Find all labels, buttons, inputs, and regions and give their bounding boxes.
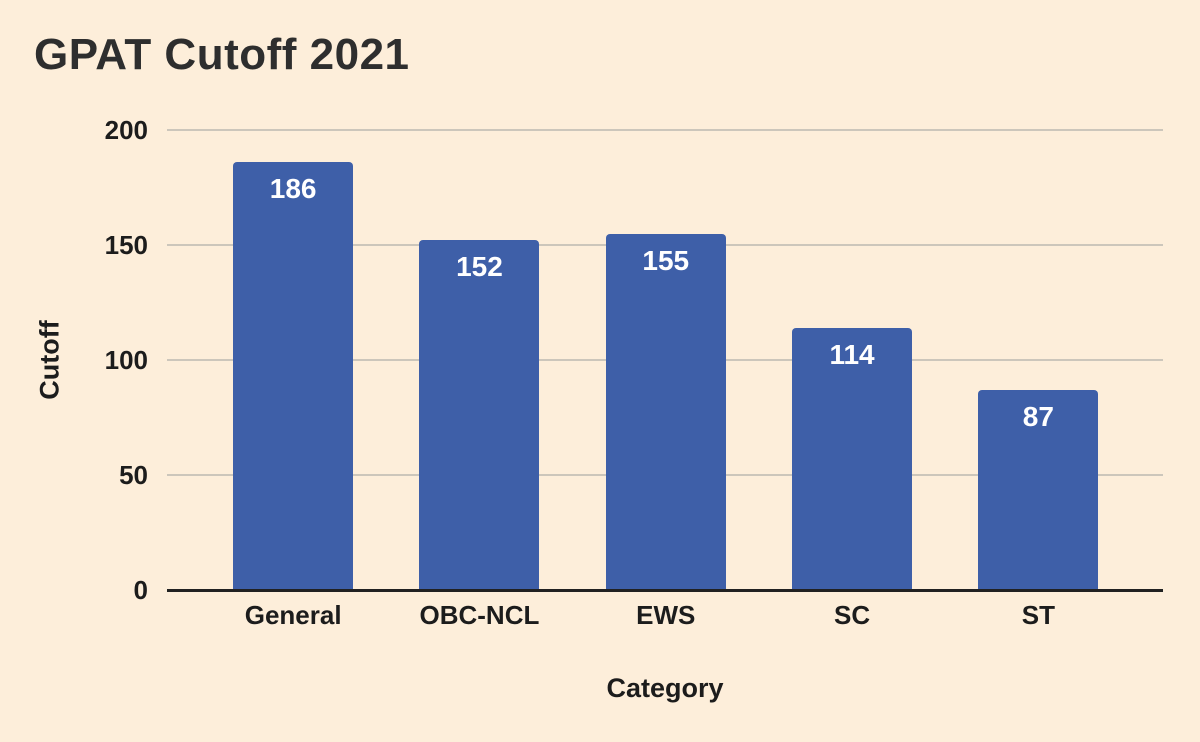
- x-tick-label-st: ST: [1021, 600, 1055, 630]
- bar-sc: 114: [792, 327, 913, 590]
- x-tick-label-sc: SC: [833, 600, 871, 630]
- bar-value-label-general: 186: [269, 173, 317, 205]
- x-axis-title: Category: [606, 673, 724, 703]
- y-gridline-200: [167, 129, 1163, 131]
- y-tick-label-200: 200: [104, 115, 148, 145]
- x-tick-label-general: General: [244, 600, 342, 630]
- x-tick-label-obc-ncl: OBC-NCL: [419, 600, 540, 630]
- bar-ews: 155: [605, 233, 726, 590]
- bar-st: 87: [978, 389, 1099, 590]
- y-tick-label-0: 0: [133, 575, 148, 605]
- bar-general: 186: [233, 162, 354, 590]
- bar-value-label-obc-ncl: 152: [456, 251, 503, 283]
- x-axis-baseline: [167, 588, 1163, 592]
- bar-value-label-ews: 155: [642, 244, 690, 276]
- bar-obc-ncl: 152: [419, 240, 540, 590]
- y-tick-label-150: 150: [104, 230, 148, 260]
- y-tick-label-50: 50: [119, 460, 148, 490]
- x-tick-label-ews: EWS: [636, 600, 696, 630]
- bar-value-label-sc: 114: [829, 338, 875, 370]
- y-tick-label-100: 100: [104, 345, 148, 375]
- bar-value-label-st: 87: [1022, 400, 1054, 432]
- chart-title: GPAT Cutoff 2021: [34, 30, 410, 79]
